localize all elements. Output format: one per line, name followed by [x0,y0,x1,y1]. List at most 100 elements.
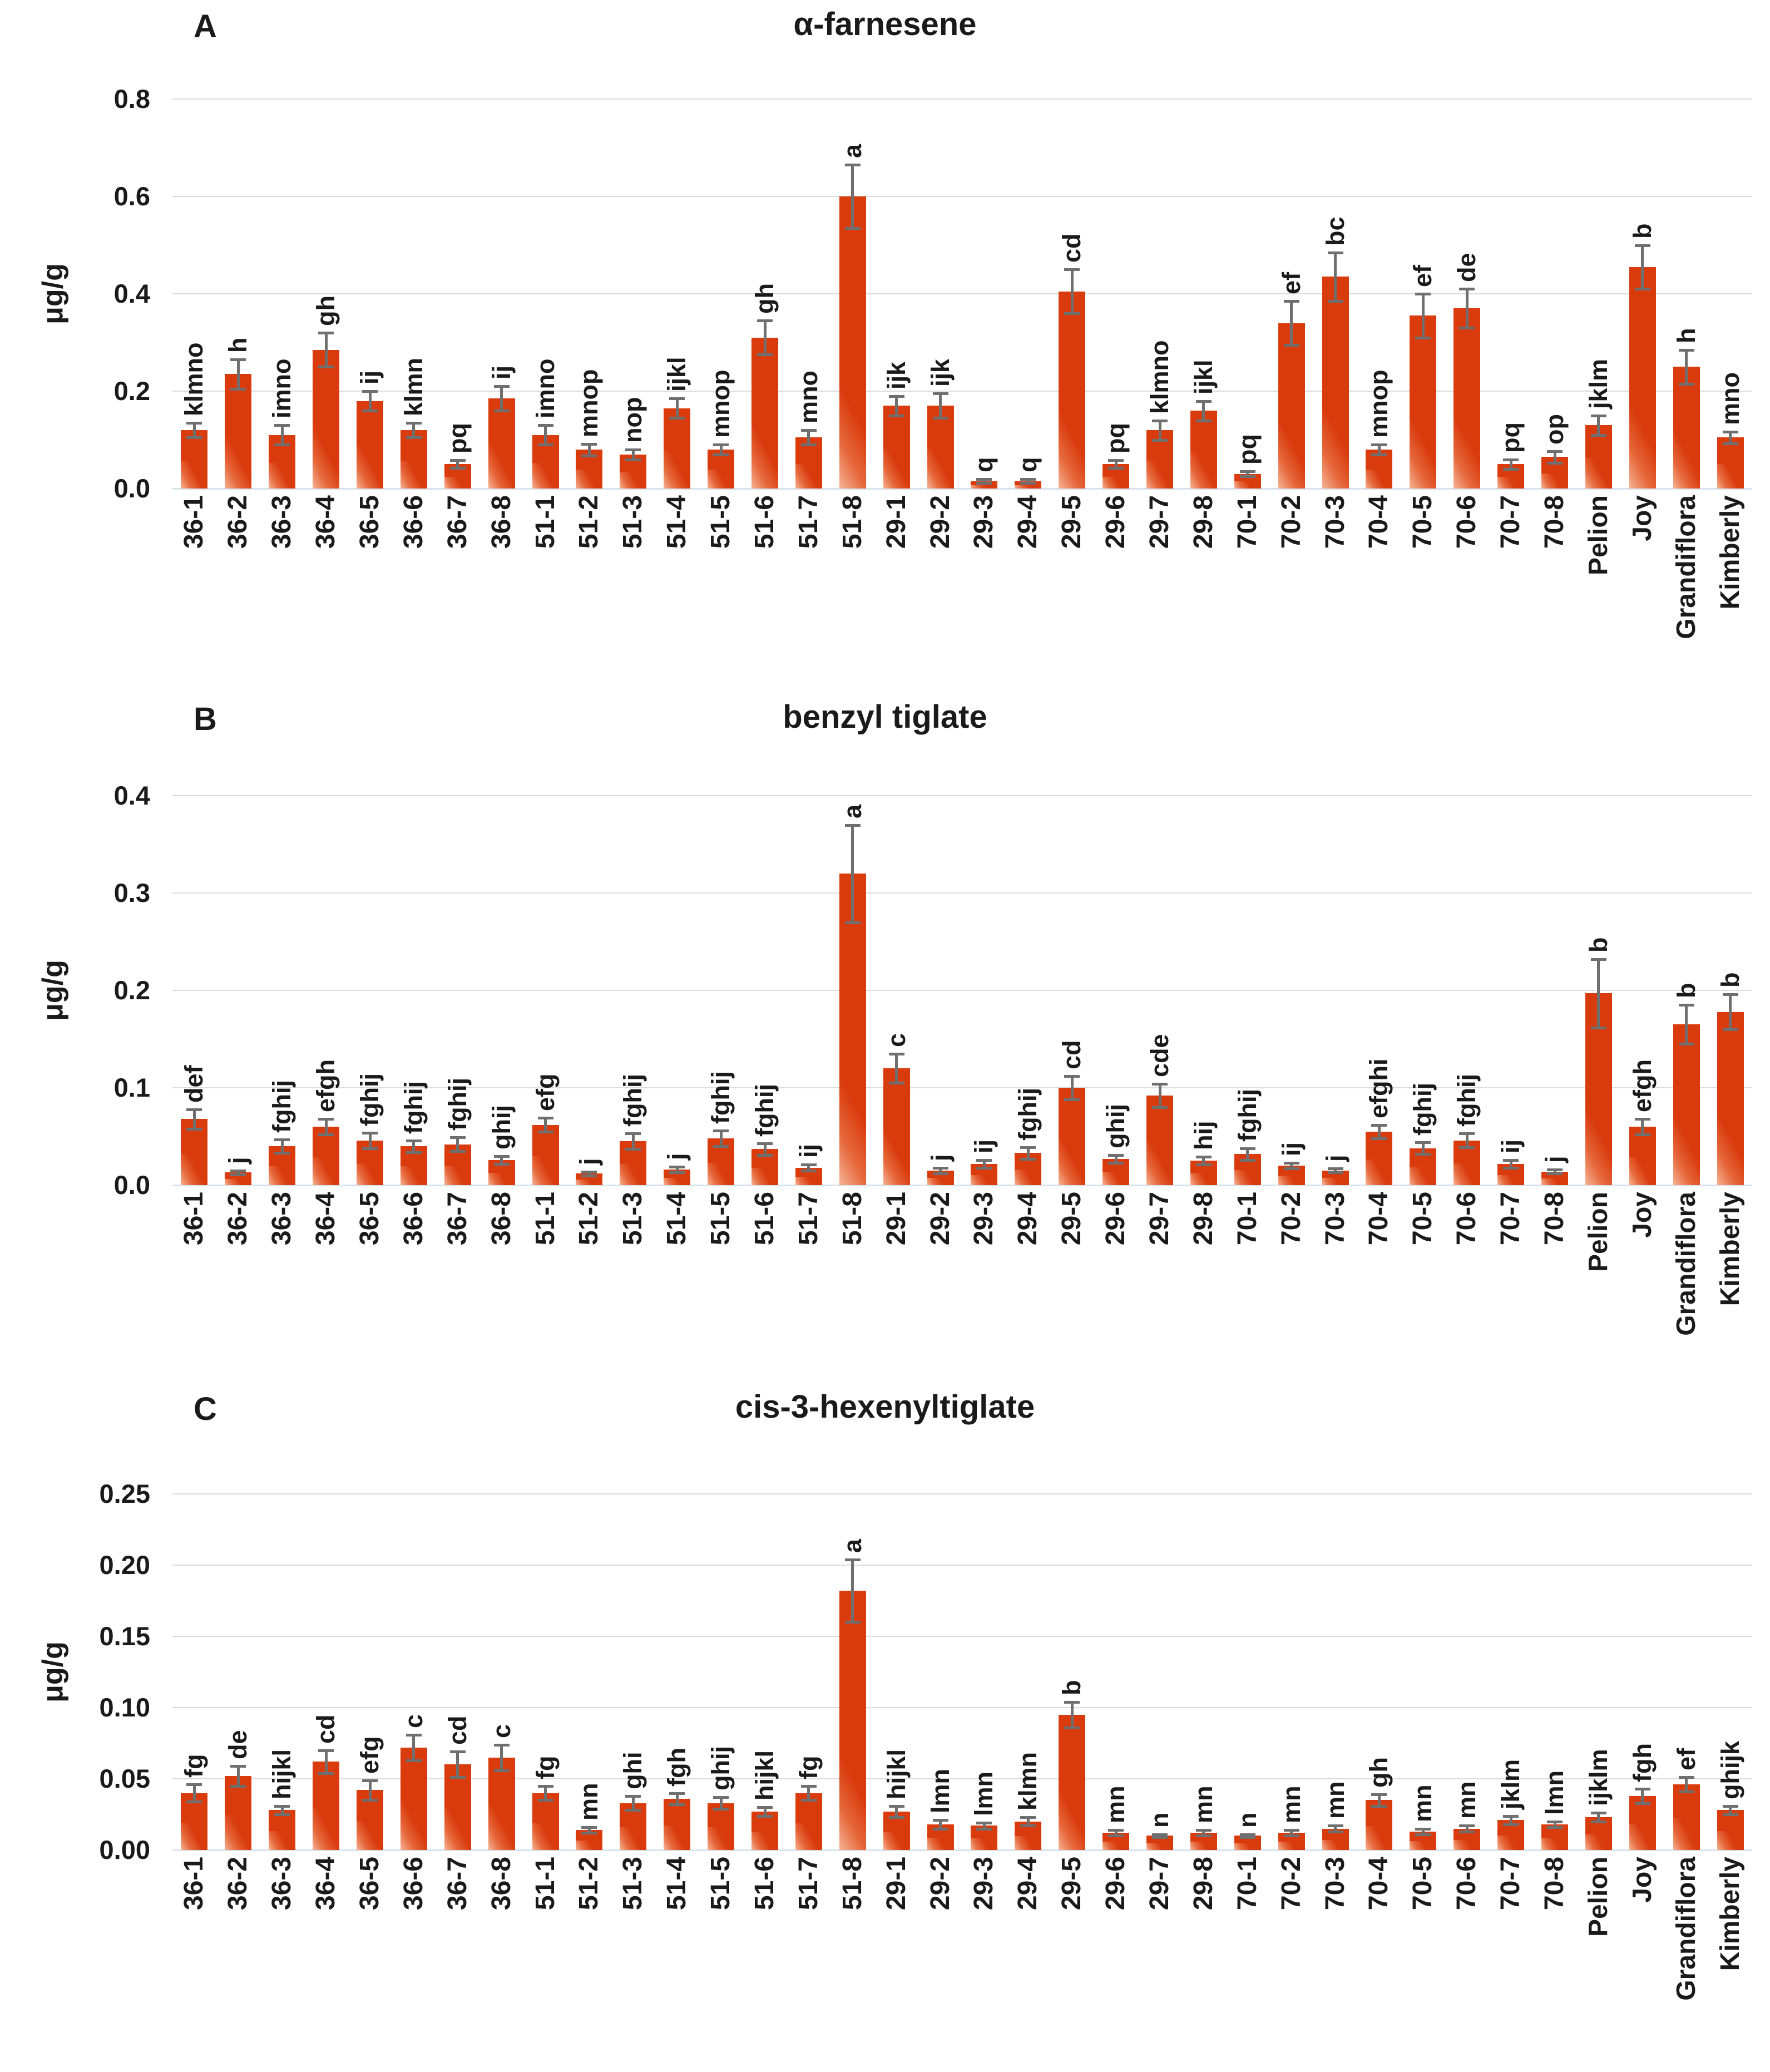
bar-51-3 [620,454,647,489]
bar-highlight [181,460,208,489]
error-bar-cap [1283,1167,1299,1171]
bar-highlight [620,1827,647,1850]
bar-highlight [708,470,735,489]
error-bar [763,1807,767,1816]
bar-highlight [1234,1170,1261,1185]
x-tick-label: 29-7 [1145,1192,1174,1246]
bar-highlight [269,1166,296,1185]
error-bar-cap [1152,1083,1168,1086]
chart-title-b: benzyl tiglate [783,699,987,735]
bar-36-5 [357,1790,383,1850]
error-bar-cap [1722,1028,1738,1031]
bar-29-5 [1059,1088,1086,1185]
x-tick-label: 70-4 [1364,1192,1394,1246]
bar-highlight [1629,1157,1656,1185]
error-bar-cap [1547,1172,1563,1175]
x-tick-label: Kimberly [1715,1857,1745,1971]
error-bar-cap [1503,468,1519,471]
bar-36-6 [400,1747,427,1850]
y-tick-label: 0.0 [113,1170,150,1200]
bar-highlight [1190,1173,1217,1185]
bar-highlight [488,445,515,489]
error-bar-cap [1108,1161,1124,1165]
gridline [172,990,1752,991]
bar-highlight [1453,1839,1481,1850]
bar-highlight [1497,477,1525,489]
bar-51-1 [532,1124,559,1185]
error-bar-cap [449,1776,466,1779]
error-bar-cap [976,478,992,481]
x-tick-label: 70-3 [1320,1857,1350,1911]
error-bar-cap [1678,1043,1694,1046]
bar-highlight [664,450,691,489]
error-bar-cap [625,1809,641,1812]
bar-29-1 [883,1068,910,1185]
significance-letter: mno [1715,372,1744,425]
y-tick-label: 0.10 [99,1693,150,1722]
significance-letter: def [180,1065,209,1103]
error-bar-cap [932,1819,948,1822]
significance-letter: klmno [1145,339,1174,414]
error-bar-cap [1678,382,1694,386]
bar-highlight [225,1179,252,1185]
x-tick-label: 70-7 [1496,495,1526,549]
bar-29-6 [1102,464,1130,489]
error-bar-cap [449,1750,466,1754]
error-bar-cap [1678,348,1694,352]
bar-highlight [225,1814,252,1850]
error-bar [544,425,547,445]
error-bar [368,1132,372,1148]
significance-letter: fghij [443,1078,472,1131]
error-bar [500,1156,503,1164]
error-bar-cap [625,1132,641,1136]
bar-highlight [883,448,910,489]
bar-highlight [1015,1836,1042,1850]
bar-highlight [1541,473,1568,489]
significance-letter: h [1672,328,1700,343]
error-bar-cap [537,1784,553,1788]
significance-letter: op [1540,413,1569,445]
error-bar [280,1805,284,1814]
bar-highlight [1541,1178,1568,1185]
error-bar-cap [1108,1834,1124,1838]
error-bar-cap [1327,300,1343,303]
x-tick-label: 36-6 [398,495,428,549]
significance-letter: jklm [1496,1759,1525,1809]
x-tick-label: Kimberly [1715,1192,1745,1306]
error-bar-cap [669,1171,685,1175]
error-bar [1421,294,1425,338]
significance-letter: efg [355,1736,384,1774]
bar-highlight [927,1837,954,1850]
bar-highlight [357,1821,383,1850]
bar-Kimberly [1717,1012,1744,1185]
x-tick-label: 70-6 [1452,1192,1482,1246]
error-bar-cap [274,1804,290,1808]
bar-highlight [1629,382,1656,489]
error-bar-cap [1064,1726,1080,1729]
x-tick-label: 51-4 [662,495,692,549]
x-tick-label: 70-5 [1408,1192,1438,1246]
x-tick-label: 29-7 [1145,1857,1174,1911]
error-bar-cap [1678,1790,1694,1794]
panel-label-c: C [194,1391,217,1427]
error-bar-cap [318,366,334,369]
bar-70-5 [1410,315,1437,489]
error-bar-cap [1678,1776,1694,1779]
significance-letter: j [224,1157,253,1164]
error-bar-cap [581,1826,597,1829]
y-tick-label: 0.20 [99,1550,150,1580]
bar-highlight [795,1176,822,1185]
error-bar-cap [625,448,641,451]
significance-letter: hijkl [882,1749,911,1799]
gridline [172,1707,1752,1708]
error-bar [631,450,635,460]
bar-Grandiflora [1673,367,1700,489]
error-bar [675,398,679,418]
bar-Grandiflora [1673,1784,1700,1850]
significance-letter: fghij [355,1073,384,1126]
bar-highlight [1190,1842,1217,1850]
gridline [172,293,1752,294]
significance-letter: b [1584,937,1613,953]
significance-letter: fghij [619,1074,647,1127]
